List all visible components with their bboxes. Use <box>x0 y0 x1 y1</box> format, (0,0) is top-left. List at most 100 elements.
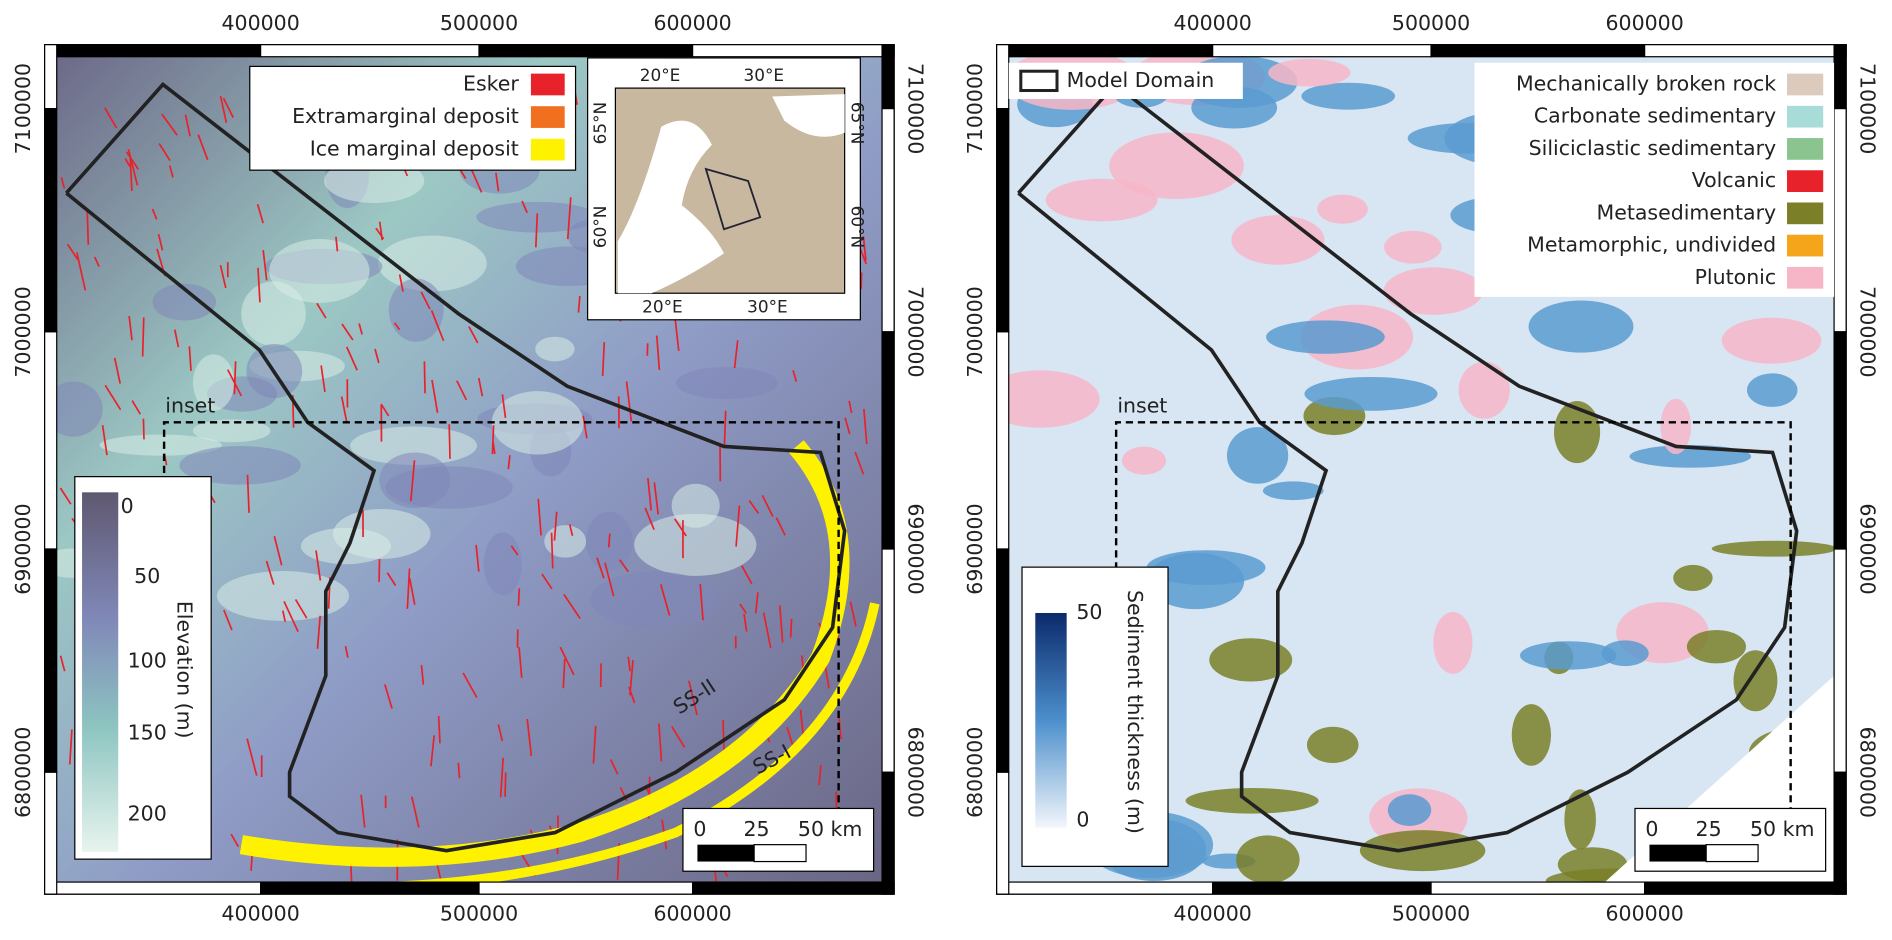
scale-bar-label: 0 <box>693 817 706 841</box>
frame-band <box>1833 548 1847 773</box>
esker-trace <box>604 562 615 597</box>
lithology-patch <box>1511 704 1552 766</box>
left-panel: 400000 400000 500000 500000 600000 600000 7100… <box>11 11 927 925</box>
y-tick-label: 6800000 <box>1856 727 1880 818</box>
terrain-patch <box>634 513 757 576</box>
esker-trace <box>398 274 404 292</box>
esker-trace <box>559 646 575 676</box>
colorbar-tick: 50 <box>134 564 160 588</box>
esker-trace <box>761 494 774 517</box>
esker-trace <box>601 342 606 377</box>
esker-trace <box>521 200 528 214</box>
esker-trace <box>380 403 390 417</box>
lithology-patch <box>1231 215 1325 265</box>
esker-trace <box>358 323 363 335</box>
lithology-patch <box>1686 629 1747 664</box>
esker-trace <box>789 618 793 638</box>
terrain-patch <box>241 281 306 346</box>
lithology-patch <box>1384 230 1442 264</box>
y-tick-label: 7100000 <box>963 63 987 154</box>
x-tick-label: 600000 <box>653 902 731 926</box>
legend-swatch <box>1787 138 1824 160</box>
esker-trace <box>157 233 164 251</box>
terrain-patch <box>192 354 235 411</box>
lithology-patch <box>1226 427 1289 484</box>
esker-trace <box>315 550 322 581</box>
x-tick-label: 400000 <box>221 902 299 926</box>
esker-trace <box>230 833 240 848</box>
esker-trace <box>497 724 504 742</box>
colorbar-title: Elevation (m) <box>172 601 196 739</box>
terrain-patch <box>377 235 487 292</box>
legend-label: Siliciclastic sedimentary <box>1529 136 1777 160</box>
lithology-patch <box>1433 611 1473 674</box>
legend-label: Mechanically broken rock <box>1516 71 1776 95</box>
lithology-patch <box>1746 373 1798 407</box>
esker-trace <box>60 177 66 189</box>
esker-trace <box>459 169 467 180</box>
lithology-patch <box>1008 370 1100 428</box>
inset-label: inset <box>165 394 215 418</box>
esker-trace <box>59 487 72 505</box>
esker-trace <box>431 379 439 413</box>
frame-band <box>44 108 58 333</box>
esker-trace <box>168 165 174 178</box>
esker-trace <box>113 357 122 384</box>
esker-trace <box>844 417 851 435</box>
domain-legend-label: Model Domain <box>1067 68 1215 92</box>
ice-marginal-belt <box>381 602 880 883</box>
esker-trace <box>151 208 158 220</box>
esker-trace <box>409 460 416 502</box>
esker-trace <box>592 725 597 764</box>
esker-trace <box>740 565 753 585</box>
lithology-patch <box>1262 481 1324 501</box>
esker-trace <box>93 256 100 267</box>
esker-trace <box>863 408 868 444</box>
y-tick-label: 6800000 <box>904 727 928 818</box>
lithology-patch <box>1109 132 1244 200</box>
scale-bar-label: 25 <box>744 817 770 841</box>
y-tick-label: 6900000 <box>11 503 35 594</box>
frame-band <box>996 771 1010 895</box>
frame-band <box>1212 44 1432 58</box>
esker-trace <box>184 114 191 137</box>
lithology-patch <box>1733 650 1778 712</box>
esker-trace <box>104 384 122 411</box>
scale-bar-label: 50 km <box>1750 817 1814 841</box>
x-tick-label: 500000 <box>1392 902 1470 926</box>
esker-trace <box>659 584 671 616</box>
esker-trace <box>735 505 741 547</box>
esker-trace <box>142 418 145 440</box>
esker-trace <box>222 97 235 119</box>
colorbar-ramp <box>82 492 119 852</box>
esker-trace <box>131 400 142 415</box>
frame-band <box>996 881 1214 895</box>
esker-trace <box>265 560 275 585</box>
esker-trace <box>340 396 348 422</box>
esker-trace <box>517 588 521 606</box>
esker-trace <box>360 794 366 828</box>
esker-trace <box>125 151 140 170</box>
lithology-patch <box>1359 830 1486 872</box>
esker-trace <box>475 544 480 572</box>
colorbar-tick: 150 <box>128 721 167 745</box>
esker-trace <box>129 158 133 192</box>
esker-trace <box>607 533 611 548</box>
legend-swatch <box>1787 73 1824 96</box>
esker-trace <box>246 738 258 776</box>
esker-trace <box>534 213 539 248</box>
esker-trace <box>281 610 287 622</box>
frame-band <box>1212 881 1432 895</box>
x-tick-label: 500000 <box>440 902 518 926</box>
esker-trace <box>101 424 108 456</box>
esker-trace <box>658 723 663 762</box>
esker-trace <box>375 227 385 240</box>
frame-band <box>692 44 895 58</box>
legend-label: Metamorphic, undivided <box>1527 233 1776 257</box>
locator-lon-label: 30°E <box>747 297 788 317</box>
legend-swatch <box>1787 202 1824 225</box>
terrain-patch <box>192 419 271 443</box>
frame-band <box>996 108 1010 333</box>
lithology-patch <box>1121 446 1167 475</box>
esker-trace <box>393 322 401 331</box>
